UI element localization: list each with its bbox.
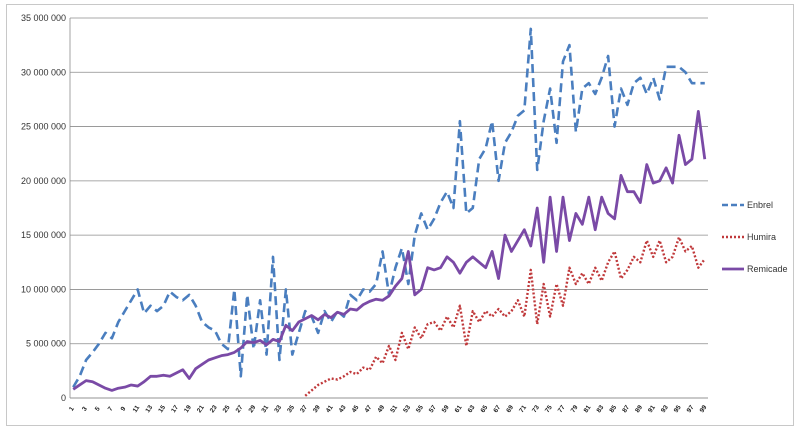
x-tick-label: 63 [467,404,477,414]
x-tick-label: 5 [94,405,102,412]
x-tick-label: 51 [389,404,399,414]
x-tick-label: 1 [68,405,76,412]
x-tick-label: 75 [544,404,554,414]
x-tick-label: 99 [699,404,709,414]
x-tick-label: 23 [209,404,219,414]
x-tick-label: 19 [183,404,193,414]
x-tick-label: 49 [376,404,386,414]
x-tick-label: 91 [647,404,657,414]
x-tick-label: 55 [415,404,425,414]
x-tick-label: 57 [428,404,438,414]
x-tick-label: 31 [260,404,270,414]
legend-label-humira: Humira [747,232,776,242]
x-tick-label: 45 [351,404,361,414]
x-tick-label: 37 [299,404,309,414]
x-tick-label: 35 [286,404,296,414]
x-tick-label: 83 [595,404,605,414]
chart-frame [6,4,794,426]
x-tick-label: 21 [196,404,206,414]
x-tick-label: 25 [222,404,232,414]
legend-label-enbrel: Enbrel [747,200,773,210]
x-tick-label: 73 [531,404,541,414]
x-tick-label: 95 [673,404,683,414]
y-tick-label: 30 000 000 [21,67,66,77]
x-tick-label: 89 [634,404,644,414]
y-tick-label: 25 000 000 [21,122,66,132]
y-tick-label: 0 [61,393,66,403]
x-tick-label: 43 [338,404,348,414]
x-tick-label: 33 [273,404,283,414]
x-tick-label: 93 [660,404,670,414]
x-tick-label: 9 [120,405,128,412]
y-tick-label: 15 000 000 [21,230,66,240]
y-tick-label: 35 000 000 [21,13,66,23]
x-tick-label: 71 [518,404,528,414]
x-tick-label: 3 [81,405,89,412]
y-tick-label: 20 000 000 [21,176,66,186]
x-tick-label: 29 [247,404,257,414]
x-tick-label: 53 [402,404,412,414]
x-tick-label: 77 [557,404,567,414]
x-tick-label: 67 [492,404,502,414]
x-tick-label: 79 [570,404,580,414]
x-tick-label: 47 [363,404,373,414]
x-tick-label: 11 [132,404,142,414]
x-tick-label: 7 [107,405,115,412]
legend-label-remicade: Remicade [747,264,788,274]
x-tick-label: 97 [686,404,696,414]
x-tick-label: 85 [608,404,618,414]
series-line-enbrel [72,27,705,388]
x-tick-label: 69 [505,404,515,414]
x-tick-label: 65 [479,404,489,414]
y-tick-label: 5 000 000 [26,339,66,349]
y-tick-label: 10 000 000 [21,284,66,294]
x-tick-label: 41 [325,404,335,414]
x-tick-label: 39 [312,404,322,414]
x-tick-label: 27 [235,404,245,414]
series-line-humira [304,236,706,397]
x-tick-label: 15 [157,404,167,414]
x-tick-label: 59 [441,404,451,414]
x-tick-label: 13 [144,404,154,414]
x-tick-label: 17 [170,404,180,414]
series-line-remicade [72,109,707,392]
x-tick-label: 87 [621,404,631,414]
x-tick-label: 81 [583,404,593,414]
x-tick-label: 61 [454,404,464,414]
